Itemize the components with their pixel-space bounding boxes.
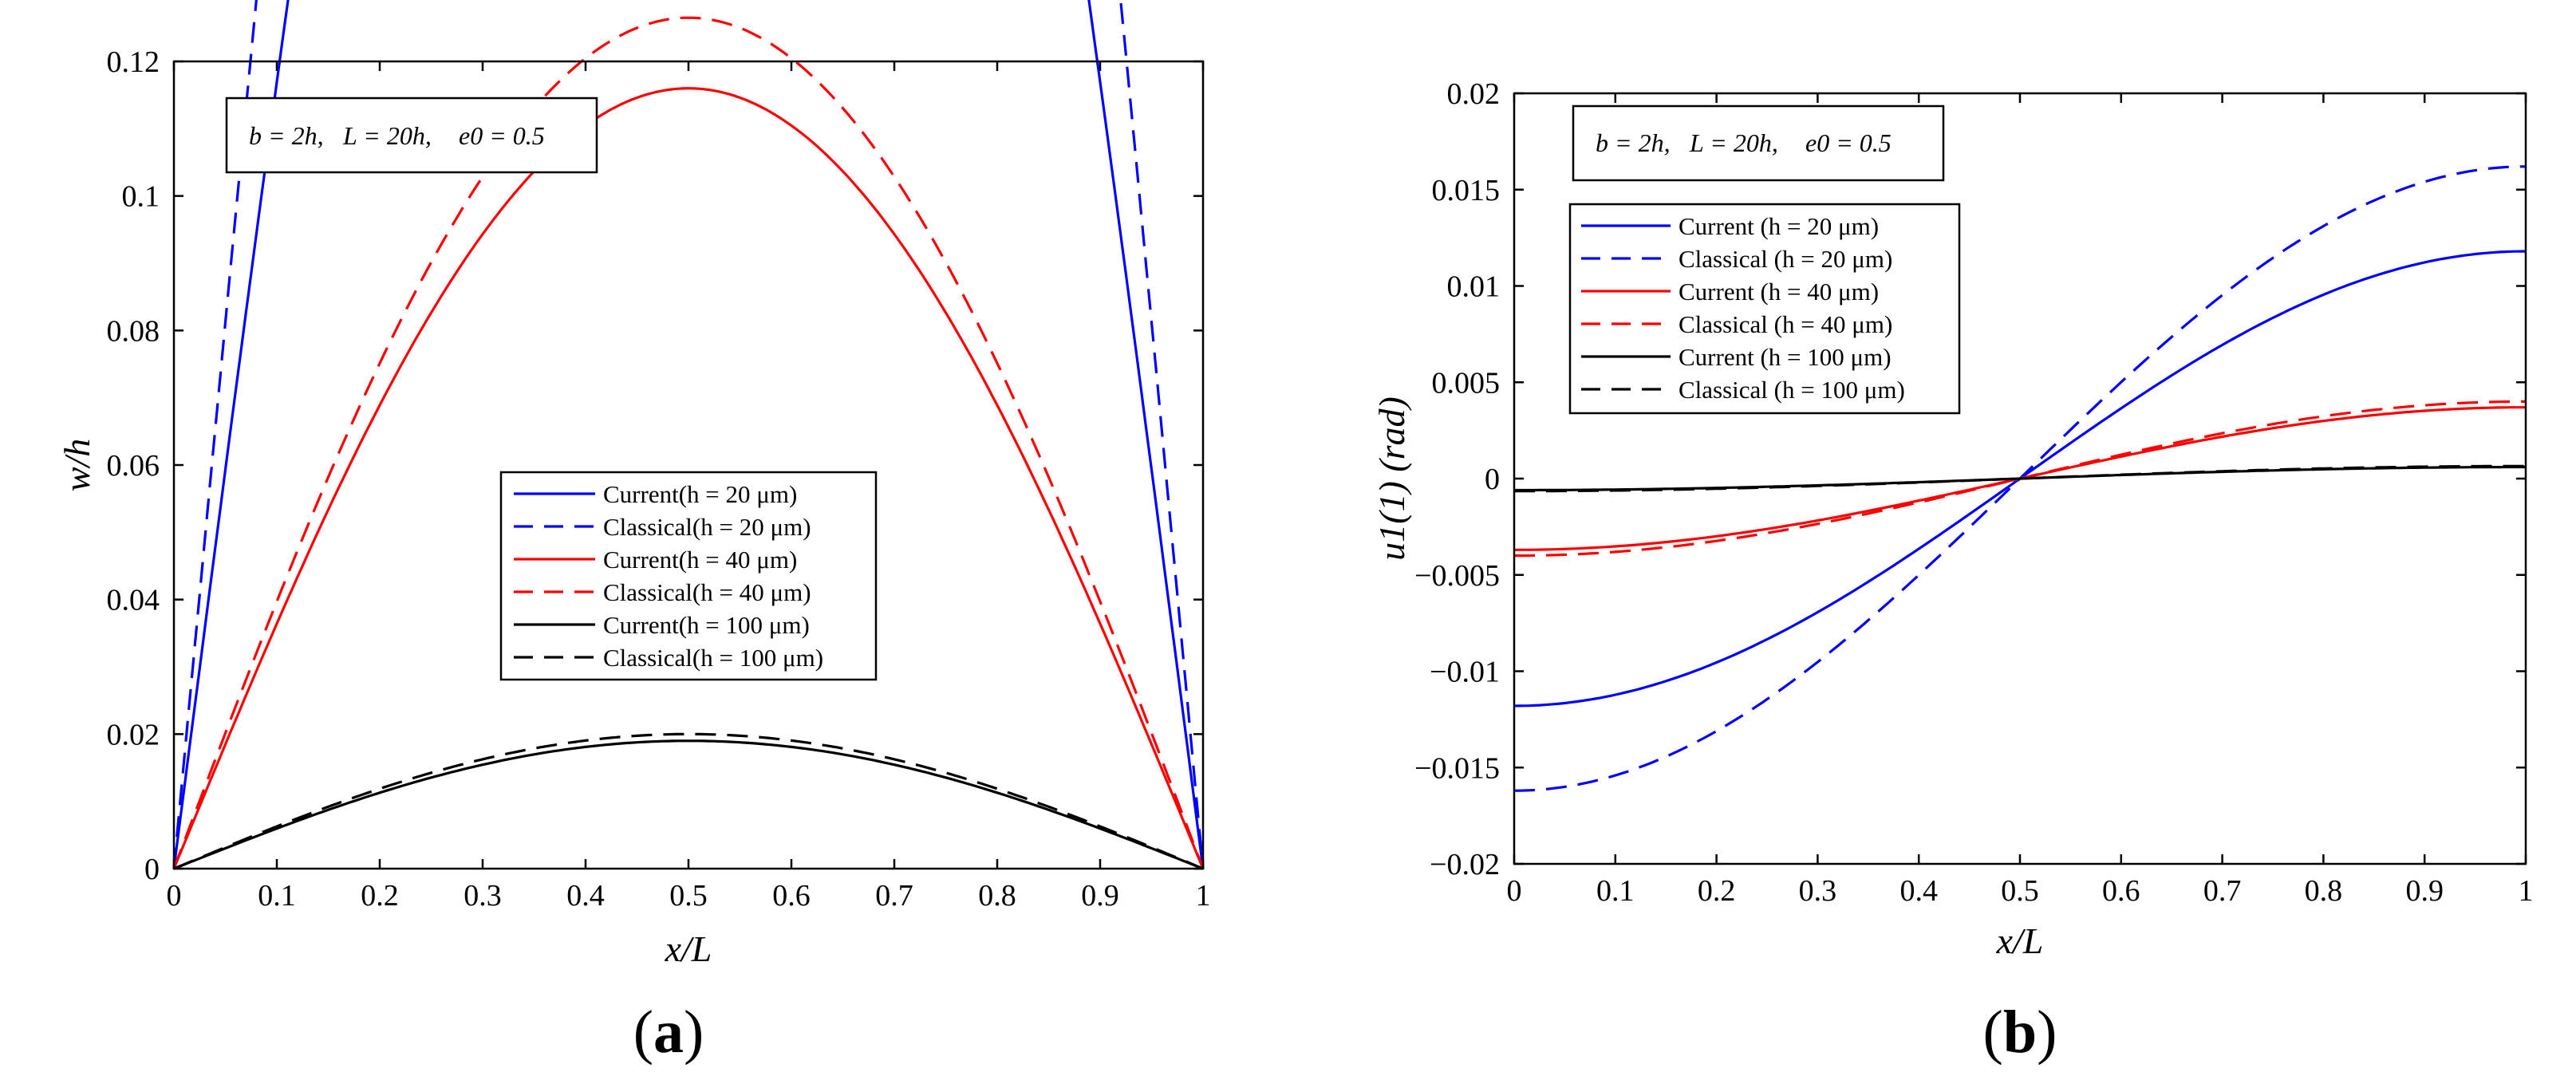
chart-a-x-tick-label: 0.1: [258, 879, 296, 913]
chart-b-y-tick-label: 0.01: [1447, 270, 1501, 304]
chart-b-x-tick-label: 0.3: [1799, 874, 1837, 908]
chart-b-x-tick-label: 0.1: [1596, 874, 1635, 908]
chart-b-series-line-5: [1514, 464, 2526, 493]
chart-a-series-line-5: [173, 732, 1204, 870]
chart-a-ticks: [172, 60, 1205, 870]
chart-b-y-tick-label: 0.015: [1432, 174, 1501, 207]
chart-b-x-tick-label: 0.9: [2405, 874, 2444, 908]
chart-b-y-tick-label: −0.01: [1430, 656, 1500, 689]
chart-b-x-tick-label: 0.4: [1899, 874, 1938, 908]
chart-b-legend-label-5: Classical (h = 100 μm): [1679, 376, 1905, 404]
chart-b-x-tick-label: 1: [2519, 874, 2534, 908]
chart-a-x-tick-label: 0.2: [361, 879, 399, 913]
chart-a-legend-label-4: Current(h = 100 μm): [603, 611, 810, 639]
chart-a-x-tick-label: 0.8: [978, 879, 1016, 913]
chart-a-legend-label-1: Classical(h = 20 μm): [603, 513, 811, 541]
chart-b-series-line-4: [1514, 465, 2526, 492]
chart-b-x-tick-label: 0.8: [2305, 874, 2343, 908]
chart-b-annotation-e0: e0 = 0.5: [1805, 128, 1892, 157]
chart-a-legend: [499, 471, 878, 681]
chart-a-annotation-b: b = 2h,: [249, 121, 324, 150]
chart-a-y-tick-label: 0.1: [122, 180, 160, 214]
chart-b-legend-entries: Current (h = 20 μm) Classical (h = 20 μm)…: [1581, 212, 1905, 404]
chart-a-x-axis-label: x/L: [665, 928, 712, 969]
chart-a-y-tick-label: 0.08: [107, 314, 160, 348]
panel-b-label: (b): [1983, 999, 2057, 1066]
chart-b-legend-label-1: Classical (h = 20 μm): [1679, 245, 1892, 273]
chart-a-annotation-e0: e0 = 0.5: [459, 121, 545, 150]
chart-a-y-tick-label: 0.06: [107, 449, 160, 483]
chart-a-series: [172, 0, 1205, 870]
chart-b-y-axis-label: u1(1) (rad): [1371, 396, 1412, 561]
chart-b-plot-frame: [1513, 92, 2527, 865]
chart-a-annotation-L: L = 20h,: [342, 121, 432, 150]
chart-b-y-tick-label: 0: [1485, 463, 1500, 496]
chart-b-legend: [1568, 203, 1961, 415]
chart-a-x-tick-label: 0.9: [1081, 879, 1119, 913]
chart-a-x-tick-label: 0.3: [464, 879, 502, 913]
chart-a-x-tick-label: 0.7: [875, 879, 913, 913]
chart-a-plot-frame: [172, 60, 1205, 870]
chart-b: 0 0.1 0.2 0.3 0.4 0.5 0.6 0.7 0.8 0.9 1 −0.02 −0.01…: [1371, 77, 2534, 1066]
chart-b-annotation-L: L = 20h,: [1689, 128, 1778, 157]
chart-a-x-tick-label: 1: [1196, 879, 1211, 913]
chart-b-annotation-b: b = 2h,: [1596, 128, 1671, 157]
chart-a-x-tick-label: 0: [167, 879, 182, 913]
chart-b-y-tick-label: 0.02: [1447, 77, 1501, 111]
chart-a-y-tick-label: 0.02: [107, 718, 160, 751]
chart-b-annotation-box: [1572, 104, 1945, 182]
chart-a-y-tick-label: 0.12: [107, 45, 160, 79]
chart-a-series-line-3: [172, 16, 1205, 869]
chart-a-series-line-4: [173, 739, 1204, 870]
chart-b-x-tick-label: 0.2: [1698, 874, 1736, 908]
chart-b-x-tick-labels: 0 0.1 0.2 0.3 0.4 0.5 0.6 0.7 0.8 0.9 1: [1507, 874, 2534, 908]
chart-a-annotation-box: [225, 97, 598, 174]
chart-a-series-line-2: [172, 87, 1205, 869]
chart-a-legend-label-5: Classical(h = 100 μm): [603, 644, 823, 672]
chart-a-x-tick-label: 0.4: [566, 879, 605, 913]
chart-a-legend-label-3: Classical(h = 40 μm): [603, 578, 811, 606]
chart-b-series: [1513, 165, 2527, 792]
chart-b-x-tick-label: 0.6: [2102, 874, 2140, 908]
chart-b-legend-label-3: Classical (h = 40 μm): [1679, 310, 1892, 338]
chart-b-y-tick-label: −0.015: [1414, 751, 1500, 785]
chart-a-legend-label-0: Current(h = 20 μm): [603, 480, 797, 508]
chart-b-x-tick-label: 0.5: [2001, 874, 2039, 908]
chart-b-y-tick-label: −0.02: [1430, 848, 1500, 881]
chart-b-y-tick-label: −0.005: [1414, 559, 1500, 593]
chart-a-y-tick-labels: 0 0.02 0.04 0.06 0.08 0.1 0.12: [107, 45, 160, 886]
chart-b-legend-label-4: Current (h = 100 μm): [1679, 343, 1892, 371]
chart-b-y-tick-labels: −0.02 −0.015 −0.01 −0.005 0 0.005 0.01 0.015 0.0…: [1414, 77, 1500, 881]
chart-b-legend-label-0: Current (h = 20 μm): [1679, 212, 1879, 240]
chart-a-y-axis-label: w/h: [57, 439, 97, 491]
chart-a-x-tick-label: 0.6: [772, 879, 811, 913]
panel-a-label: (a): [633, 999, 704, 1066]
chart-a-x-tick-labels: 0 0.1 0.2 0.3 0.4 0.5 0.6 0.7 0.8 0.9 1: [167, 879, 1211, 913]
chart-b-legend-label-2: Current (h = 40 μm): [1679, 278, 1879, 306]
chart-a-legend-entries: Current(h = 20 μm) Classical(h = 20 μm) Cu…: [514, 480, 823, 672]
chart-b-y-tick-label: 0.005: [1432, 366, 1501, 400]
chart-a-legend-label-2: Current(h = 40 μm): [603, 546, 797, 574]
chart-a-y-tick-label: 0: [144, 853, 160, 886]
chart-b-x-axis-label: x/L: [1996, 920, 2044, 961]
chart-a-x-tick-label: 0.5: [669, 879, 708, 913]
chart-a: 0 0.1 0.2 0.3 0.4 0.5 0.6 0.7 0.8 0.9 1 00.020.040…: [57, 0, 1211, 1066]
chart-b-x-tick-label: 0: [1507, 874, 1522, 908]
chart-b-x-tick-label: 0.7: [2203, 874, 2242, 908]
chart-a-y-tick-label: 0.04: [107, 584, 160, 617]
